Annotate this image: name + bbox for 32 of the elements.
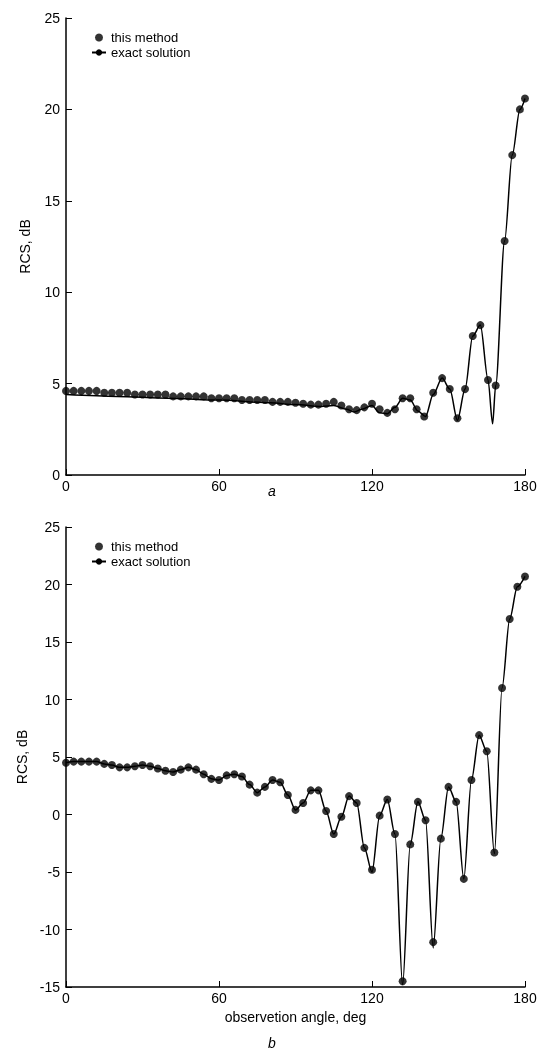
y-tick-label: 10 [44, 284, 61, 301]
x-tick-label: 60 [211, 478, 227, 494]
y-tick-label: 0 [52, 806, 61, 823]
y-tick-label: 5 [52, 375, 61, 392]
y-tick-label: 25 [44, 10, 61, 26]
y-tick-label: 15 [44, 634, 61, 650]
y-tick-label: 25 [44, 519, 61, 535]
x-tick-label: 180 [513, 478, 537, 494]
y-tick-label: 10 [44, 691, 61, 708]
x-tick-label: 120 [360, 478, 384, 494]
x-tick-label: 120 [360, 990, 384, 1006]
legend-label: this method [111, 539, 179, 554]
text: a [268, 483, 277, 499]
y-axis-title: RCS, dB [17, 219, 33, 274]
y-axis-title: RCS, dB [13, 729, 30, 785]
y-tick-label: -10 [39, 921, 61, 938]
legend-label: this method [111, 30, 179, 45]
legend-label: exact solution [111, 554, 191, 569]
x-axis-title: observetion angle, deg [224, 1008, 367, 1025]
y-tick-label: -5 [47, 864, 61, 880]
y-tick-label: 5 [52, 749, 61, 765]
legend-label: exact solution [111, 45, 191, 60]
y-tick-label: -15 [39, 979, 61, 995]
x-tick-label: 180 [513, 990, 537, 1006]
x-tick-label: 0 [62, 478, 71, 494]
x-tick-label: 0 [62, 990, 71, 1006]
y-tick-label: 0 [52, 467, 61, 483]
text: b [268, 1035, 277, 1051]
y-tick-label: 20 [44, 576, 61, 593]
y-tick-label: 20 [44, 101, 61, 118]
x-tick-label: 60 [211, 990, 227, 1006]
y-tick-label: 15 [44, 192, 61, 209]
